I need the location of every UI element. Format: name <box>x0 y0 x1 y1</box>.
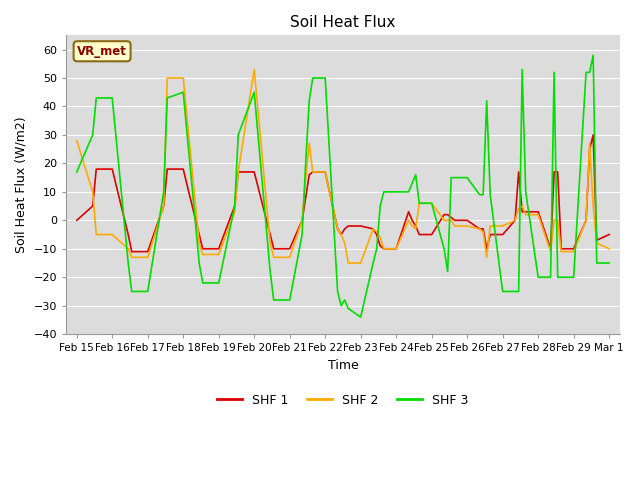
SHF 2 <box>357 260 365 266</box>
SHF 1 <box>447 215 455 220</box>
SHF 3 <box>605 260 613 266</box>
SHF 1 <box>412 223 420 229</box>
SHF 1 <box>73 217 81 223</box>
SHF 3 <box>73 169 81 175</box>
SHF 2 <box>73 138 81 144</box>
SHF 2 <box>163 75 171 81</box>
Text: VR_met: VR_met <box>77 45 127 58</box>
SHF 2 <box>415 200 423 206</box>
SHF 1 <box>605 232 613 238</box>
SHF 1 <box>179 166 187 172</box>
SHF 3 <box>357 314 365 320</box>
Line: SHF 1: SHF 1 <box>77 135 609 252</box>
SHF 3 <box>163 95 171 101</box>
SHF 2 <box>392 246 400 252</box>
SHF 2 <box>344 260 352 266</box>
SHF 2 <box>463 223 471 229</box>
Y-axis label: Soil Heat Flux (W/m2): Soil Heat Flux (W/m2) <box>15 117 28 253</box>
SHF 2 <box>250 67 258 72</box>
SHF 3 <box>589 52 597 58</box>
SHF 1 <box>380 246 388 252</box>
Line: SHF 3: SHF 3 <box>77 55 609 317</box>
SHF 2 <box>451 223 459 229</box>
SHF 1 <box>344 223 352 229</box>
SHF 1 <box>128 249 136 254</box>
SHF 3 <box>341 297 349 303</box>
Legend: SHF 1, SHF 2, SHF 3: SHF 1, SHF 2, SHF 3 <box>212 389 474 411</box>
SHF 3 <box>412 172 420 178</box>
Line: SHF 2: SHF 2 <box>77 70 609 263</box>
SHF 1 <box>589 132 597 138</box>
SHF 2 <box>605 246 613 252</box>
SHF 3 <box>380 189 388 195</box>
SHF 1 <box>451 217 459 223</box>
X-axis label: Time: Time <box>328 359 358 372</box>
SHF 3 <box>447 175 455 180</box>
SHF 3 <box>451 175 459 180</box>
Title: Soil Heat Flux: Soil Heat Flux <box>291 15 396 30</box>
